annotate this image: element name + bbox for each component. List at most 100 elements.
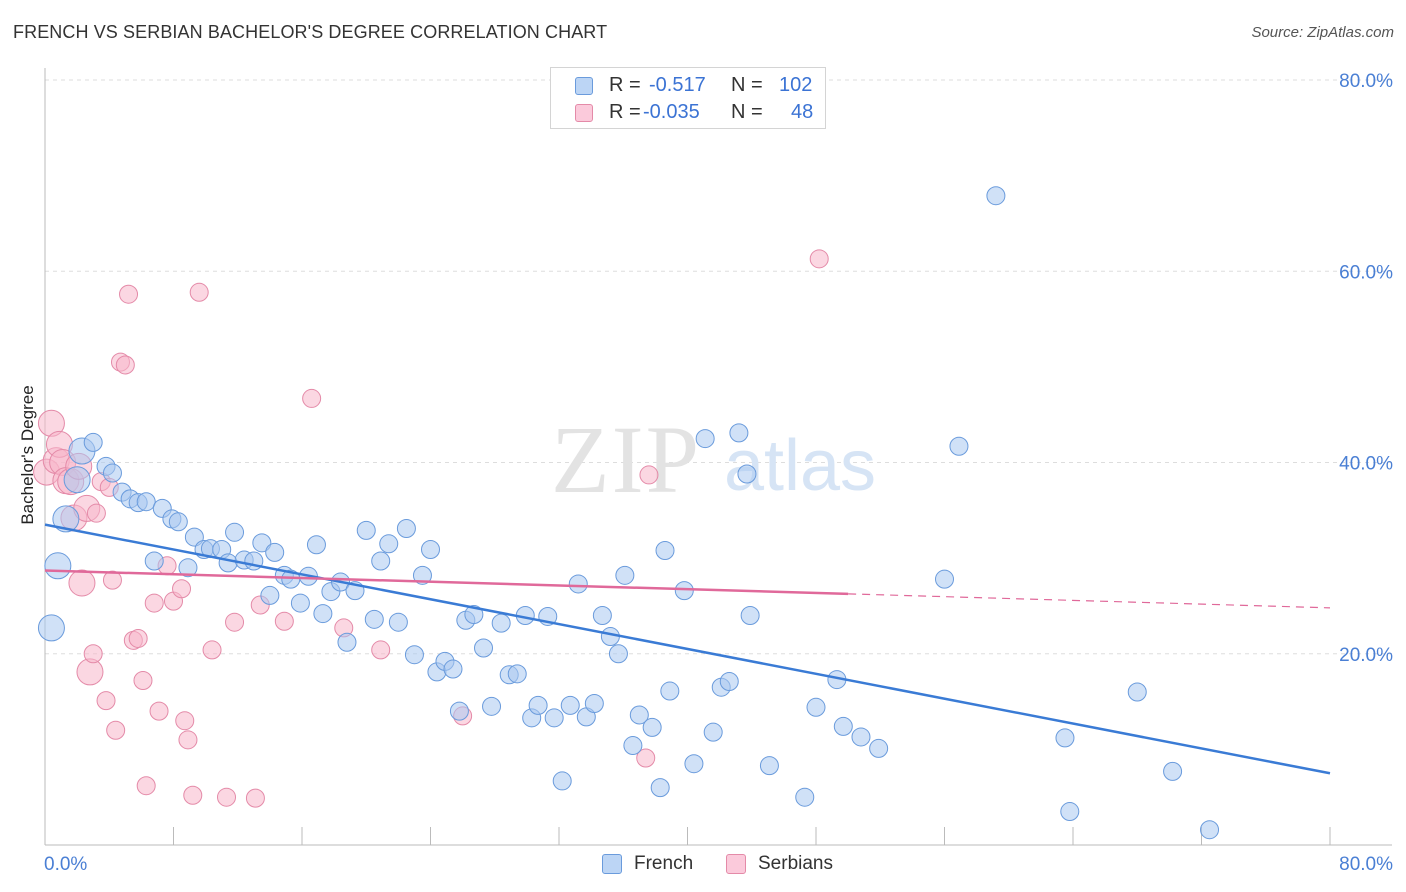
french-point xyxy=(144,551,164,571)
french-point xyxy=(795,787,815,807)
french-point xyxy=(949,436,969,456)
legend-label-french: French xyxy=(634,853,694,874)
french-point xyxy=(833,716,853,736)
french-point xyxy=(260,585,280,605)
french-point xyxy=(608,644,628,664)
french-point xyxy=(584,693,604,713)
french-point xyxy=(1163,761,1183,781)
legend-n-value: 102 xyxy=(779,74,813,96)
french-point xyxy=(560,695,580,715)
french-point xyxy=(337,632,357,652)
french-point xyxy=(83,432,103,452)
legend-n-label: N = xyxy=(731,101,763,123)
french-point xyxy=(650,778,670,798)
french-point xyxy=(37,614,65,642)
trend-lines xyxy=(44,523,1331,775)
serbians-point xyxy=(274,611,294,631)
serbians-point xyxy=(149,701,169,721)
french-point xyxy=(729,423,749,443)
correlation-legend: R = -0.517 N = 102 R = -0.035 N = 48 xyxy=(550,67,826,129)
french-trend-line xyxy=(44,523,1331,775)
french-point xyxy=(623,736,643,756)
serbians-point xyxy=(183,785,203,805)
french-point xyxy=(218,553,238,573)
french-point xyxy=(52,505,80,533)
chart-title: FRENCH VS SERBIAN BACHELOR'S DEGREE CORR… xyxy=(13,22,608,42)
french-point xyxy=(306,535,326,555)
serbians-point xyxy=(178,730,198,750)
serbians-point xyxy=(175,711,195,731)
french-point xyxy=(544,708,564,728)
french-point xyxy=(660,681,680,701)
french-point xyxy=(290,593,310,613)
french-points xyxy=(37,186,1220,840)
serbians-point xyxy=(102,570,122,590)
y-tick-label: 60.0% xyxy=(1339,262,1393,283)
legend-r-label: R = xyxy=(609,74,641,96)
french-point xyxy=(421,540,440,560)
serbians-point xyxy=(225,612,245,632)
french-point xyxy=(1055,728,1075,748)
legend-r-value: -0.517 xyxy=(649,74,706,96)
serbians-point xyxy=(639,465,659,485)
serbians-point xyxy=(371,640,391,660)
french-point xyxy=(552,771,572,791)
french-point xyxy=(44,552,72,580)
french-point xyxy=(388,612,408,632)
french-point xyxy=(136,492,156,512)
french-point xyxy=(615,565,635,585)
french-point xyxy=(719,671,739,691)
french-point xyxy=(178,558,198,578)
french-swatch xyxy=(575,77,593,95)
french-point xyxy=(491,613,511,633)
french-point xyxy=(737,464,757,484)
french-point xyxy=(396,518,416,538)
french-point xyxy=(703,722,723,742)
french-point xyxy=(464,605,484,625)
french-point xyxy=(869,738,889,758)
french-point xyxy=(252,533,272,553)
serbians-swatch xyxy=(575,104,593,122)
french-point xyxy=(1060,802,1080,822)
serbians-trend-extension xyxy=(848,593,1331,609)
french-point xyxy=(379,534,399,554)
serbians-point xyxy=(83,644,103,664)
serbians-point xyxy=(245,788,265,808)
serbians-point xyxy=(106,720,126,740)
serbians-point xyxy=(96,691,116,711)
y-tick-label: 40.0% xyxy=(1339,454,1393,475)
french-point xyxy=(482,696,502,716)
french-point xyxy=(102,463,122,483)
french-point xyxy=(851,727,871,747)
french-point xyxy=(568,574,588,594)
french-point xyxy=(986,186,1006,206)
serbians-point xyxy=(809,249,829,269)
french-point xyxy=(412,565,432,585)
french-point xyxy=(740,606,760,625)
source-label: Source: ZipAtlas.com xyxy=(1251,24,1394,41)
y-tick-label: 80.0% xyxy=(1339,71,1393,92)
legend-r-label: R = xyxy=(609,101,641,123)
french-point xyxy=(642,717,662,737)
x-tick-label: 80.0% xyxy=(1339,854,1393,875)
serbians-point xyxy=(136,776,156,796)
serbians-point xyxy=(115,355,135,375)
serbians-swatch xyxy=(726,854,746,874)
legend-r-value: -0.035 xyxy=(643,101,700,123)
serbians-trend-line xyxy=(44,569,849,596)
french-point xyxy=(474,638,494,658)
legend-n-value: 48 xyxy=(791,101,814,123)
serbians-points xyxy=(33,249,829,808)
french-point xyxy=(592,606,612,625)
serbians-point xyxy=(144,593,164,613)
french-swatch xyxy=(602,854,622,874)
french-point xyxy=(806,697,826,717)
french-point xyxy=(674,581,694,601)
french-point xyxy=(168,512,188,532)
french-point xyxy=(364,609,384,629)
legend-label-serbians: Serbians xyxy=(758,853,833,874)
french-point xyxy=(684,754,704,774)
french-point xyxy=(629,705,649,725)
serbians-point xyxy=(636,748,656,768)
